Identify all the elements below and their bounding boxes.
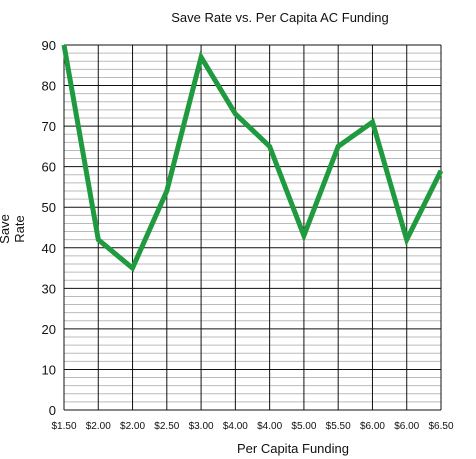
x-tick-label: $6.00 <box>394 421 419 432</box>
series-group <box>61 44 444 273</box>
x-tick-label: $2.00 <box>120 421 145 432</box>
y-tick-label: 40 <box>42 241 56 256</box>
y-tick-label: 10 <box>42 362 56 377</box>
y-tick-label: 90 <box>42 38 56 53</box>
y-axis-label-line-2: Rate <box>12 215 27 242</box>
major-grid <box>63 44 442 411</box>
y-tick-label: 0 <box>49 403 56 418</box>
y-tick-label: 70 <box>42 119 56 134</box>
x-tick-label: $6.50 <box>428 421 453 432</box>
y-tick-label: 20 <box>42 322 56 337</box>
x-tick-label: $2.00 <box>86 421 111 432</box>
minor-grid <box>64 52 441 403</box>
x-tick-label: $2.50 <box>154 421 179 432</box>
y-tick-label: 30 <box>42 281 56 296</box>
y-tick-label: 80 <box>42 79 56 94</box>
x-tick-label: $6.00 <box>360 421 385 432</box>
y-axis-label-line-1: Save <box>0 214 12 244</box>
chart-title: Save Rate vs. Per Capita AC Funding <box>171 10 389 25</box>
x-tick-label: $1.50 <box>51 421 76 432</box>
y-tick-label: 60 <box>42 160 56 175</box>
x-axis-label: Per Capita Funding <box>237 441 349 456</box>
x-tick-label: $5.00 <box>291 421 316 432</box>
x-tick-label: $4.00 <box>257 421 282 432</box>
x-tick-label: $3.00 <box>189 421 214 432</box>
x-axis-ticks: $1.50 $2.00 $2.00 $2.50 $3.00 $4.00 $4.00 $5.00… <box>51 421 453 432</box>
x-tick-label: $5.50 <box>326 421 351 432</box>
series-line <box>61 44 444 273</box>
x-tick-label: $4.00 <box>223 421 248 432</box>
y-axis-ticks: 0 10 20 30 40 50 60 70 80 90 <box>42 38 56 418</box>
y-tick-label: 50 <box>42 200 56 215</box>
